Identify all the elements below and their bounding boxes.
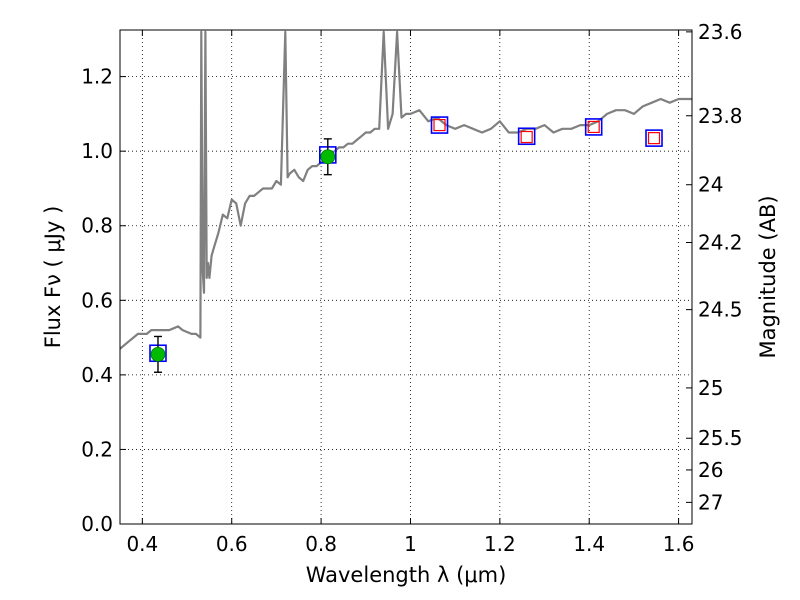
y-tick-label: 0.8: [81, 214, 113, 238]
model-photometry-square: [645, 129, 663, 147]
right-tick-label: 24.5: [698, 298, 743, 322]
plot-frame: [119, 29, 693, 525]
x-tick-label: 0.6: [216, 532, 248, 556]
plot-area: [120, 30, 692, 524]
right-axis-title: Magnitude (AB): [756, 195, 780, 358]
points-layer: [149, 116, 663, 373]
upper-limit-square: [520, 130, 533, 144]
y-axis-title: Flux Fν ( μJy ): [41, 206, 65, 349]
right-tick-label: 24.2: [698, 231, 743, 255]
x-tick-label: 0.8: [305, 532, 337, 556]
right-tick-label: 27: [698, 490, 723, 514]
upper-limit-square: [587, 120, 600, 134]
observed-point: [150, 346, 166, 362]
model-photometry-square: [584, 118, 603, 136]
y-tick-label: 1.2: [81, 65, 113, 89]
y-tick-label: 0.2: [81, 437, 113, 461]
right-tick-label: 25.5: [698, 426, 743, 450]
right-tick-label: 23.6: [698, 20, 743, 44]
x-tick-label: 0.4: [126, 532, 158, 556]
model-photometry-square: [430, 116, 449, 134]
right-tick-label: 23.8: [698, 104, 743, 128]
y-tick-label: 0.4: [81, 363, 113, 387]
x-tick-label: 1.2: [484, 532, 516, 556]
y-tick-label: 0.0: [81, 512, 113, 536]
right-tick-label: 25: [698, 376, 723, 400]
x-tick-label: 1.4: [573, 532, 605, 556]
x-tick-label: 1.6: [663, 532, 695, 556]
upper-limit-square: [647, 132, 661, 145]
y-tick-label: 0.6: [81, 288, 113, 312]
right-tick-label: 26: [698, 458, 723, 482]
observed-point: [320, 149, 336, 165]
x-axis-title: Wavelength λ (μm): [306, 563, 507, 587]
ticks-layer: 0.4 0.6 0.8 1 1.2 1.4 1.6 0.0 0.2 0.4 0.6 0.8 1.0 1.2…: [81, 20, 742, 556]
upper-limit-square: [433, 118, 446, 132]
model-photometry-square: [517, 127, 536, 146]
right-tick-label: 24: [698, 173, 723, 197]
x-tick-label: 1: [404, 532, 417, 556]
y-tick-label: 1.0: [81, 139, 113, 163]
